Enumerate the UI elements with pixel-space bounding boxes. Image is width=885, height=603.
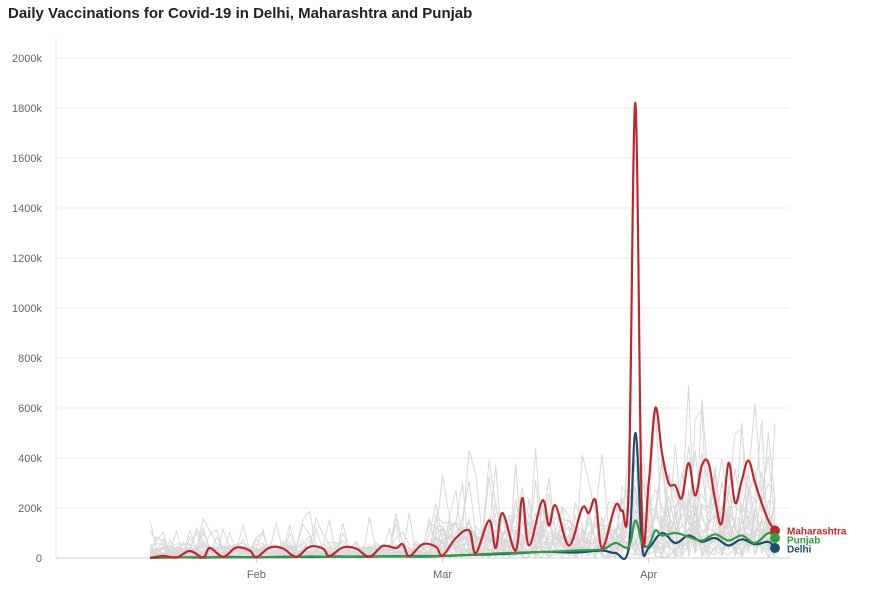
series-label-delhi: Delhi xyxy=(787,545,812,556)
x-tick-label: Feb xyxy=(247,569,266,581)
y-tick-label: 200k xyxy=(18,503,42,515)
end-point-punjab xyxy=(770,533,780,543)
y-tick-label: 0 xyxy=(36,553,42,565)
y-tick-label: 1800k xyxy=(12,103,42,115)
y-tick-label: 1600k xyxy=(12,153,42,165)
chart-title: Daily Vaccinations for Covid-19 in Delhi… xyxy=(8,5,473,22)
y-axis: 0 200k 400k 600k 800k 1000k 1200k 1400k 1600k 180… xyxy=(12,53,42,565)
end-point-delhi xyxy=(770,543,780,553)
background-state-line xyxy=(149,399,776,559)
y-tick-label: 800k xyxy=(18,353,42,365)
x-tick-label: Apr xyxy=(640,569,657,581)
series-lines xyxy=(149,101,776,561)
y-tick-label: 1400k xyxy=(12,203,42,215)
background-state-line xyxy=(149,481,776,559)
y-tick-label: 2000k xyxy=(12,53,42,65)
y-tick-label: 600k xyxy=(18,403,42,415)
y-tick-label: 400k xyxy=(18,453,42,465)
y-tick-label: 1000k xyxy=(12,303,42,315)
x-tick-label: Mar xyxy=(433,569,452,581)
background-state-line xyxy=(149,385,776,559)
gridlines xyxy=(55,37,790,559)
x-axis: Feb Mar Apr xyxy=(247,558,658,581)
series-line-maharashtra xyxy=(149,101,776,559)
y-tick-label: 1200k xyxy=(12,253,42,265)
end-point-maharashtra xyxy=(770,525,780,536)
series-label-maharashtra: Maharashtra xyxy=(787,527,847,538)
series-label-punjab: Punjab xyxy=(787,536,820,547)
